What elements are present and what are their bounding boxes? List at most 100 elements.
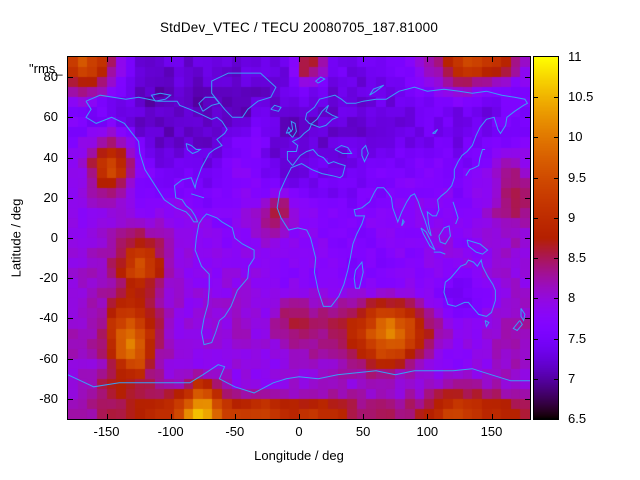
coastlines-svg <box>68 72 530 394</box>
y-tick-mark <box>525 197 530 199</box>
x-tick-mark <box>234 57 236 62</box>
coastline-australia <box>443 258 496 317</box>
coastline-lake-baikal <box>432 129 439 134</box>
colorbar-tick-mark <box>554 378 558 380</box>
plot-area <box>67 56 531 420</box>
colorbar-tick-mark <box>554 298 558 300</box>
x-tick-label: -100 <box>157 424 184 439</box>
y-tick-mark <box>68 197 73 199</box>
colorbar <box>533 56 559 420</box>
chart-title: StdDev_VTEC / TECU 20080705_187.81000 <box>159 20 439 35</box>
x-tick-label: -50 <box>225 424 245 439</box>
coastline-south-america <box>194 213 255 346</box>
colorbar-tick-mark <box>534 338 538 340</box>
y-tick-label: -60 <box>39 350 58 366</box>
colorbar-tick-label: 9.5 <box>568 169 587 185</box>
y-tick-mark <box>525 157 530 159</box>
coastline-japan <box>465 149 486 176</box>
x-tick-mark <box>491 414 493 419</box>
colorbar-tick-label: 8 <box>568 290 576 306</box>
coastline-madagascar <box>353 260 364 289</box>
y-tick-mark <box>525 238 530 239</box>
y-tick-mark <box>525 77 530 79</box>
colorbar-tick-mark <box>554 338 558 340</box>
coastline-eurasia-africa <box>276 86 529 307</box>
y-tick-label: 0 <box>50 230 58 245</box>
x-axis-label: Longitude / deg <box>254 448 344 463</box>
x-tick-mark <box>363 57 365 62</box>
x-tick-mark <box>170 57 172 62</box>
y-tick-label: -40 <box>39 310 58 326</box>
colorbar-tick-mark <box>554 137 558 139</box>
x-tick-label: 0 <box>295 424 303 439</box>
coastline-iceland <box>270 104 282 112</box>
y-tick-mark <box>68 278 73 280</box>
coastline-antarctica <box>68 364 530 394</box>
coastline-north-america <box>85 94 228 223</box>
coastline-baffin-island <box>198 96 221 112</box>
colorbar-tick-label: 9 <box>568 209 576 225</box>
coastline-borneo <box>438 225 451 245</box>
coastline-svalbard <box>314 76 326 84</box>
x-tick-mark <box>170 414 172 419</box>
y-tick-mark <box>68 77 73 79</box>
y-tick-label: 20 <box>43 189 58 205</box>
y-tick-mark <box>68 318 73 320</box>
x-tick-mark <box>427 57 429 62</box>
colorbar-tick-mark <box>534 177 538 179</box>
coastline-new-zealand-north <box>520 308 526 322</box>
coastline-sri-lanka <box>401 218 405 227</box>
colorbar-tick-mark <box>534 97 538 99</box>
coastline-java <box>433 251 446 255</box>
coastline-greenland <box>211 72 277 118</box>
x-tick-label: 100 <box>416 424 439 439</box>
x-tick-label: 150 <box>480 424 503 439</box>
colorbar-gradient-canvas <box>534 57 558 419</box>
y-tick-mark <box>68 358 73 360</box>
colorbar-tick-mark <box>534 258 538 260</box>
coastline-new-zealand-south <box>512 320 523 332</box>
colorbar-tick-mark <box>554 217 558 219</box>
coastline-ireland <box>285 126 293 134</box>
y-tick-mark <box>525 398 530 400</box>
colorbar-tick-label: 7 <box>568 370 576 386</box>
y-tick-label: 80 <box>43 69 58 85</box>
colorbar-tick-label: 7.5 <box>568 330 587 346</box>
x-tick-mark <box>234 414 236 419</box>
y-tick-mark <box>525 358 530 360</box>
coastline-great-lakes <box>185 143 202 155</box>
x-tick-mark <box>106 57 108 62</box>
coastline-great-britain <box>288 120 297 138</box>
y-tick-label: 60 <box>43 109 58 125</box>
colorbar-tick-label: 8.5 <box>568 250 587 266</box>
x-tick-mark <box>106 414 108 419</box>
y-tick-label: -20 <box>39 270 58 286</box>
colorbar-tick-mark <box>554 97 558 99</box>
colorbar-tick-label: 10 <box>568 129 583 145</box>
heatmap-canvas <box>68 57 530 419</box>
coastline-new-guinea <box>466 239 489 255</box>
y-tick-label: 40 <box>43 149 58 165</box>
coastline-arctic-islands <box>150 92 172 102</box>
coastline-novaya-zemlya <box>369 84 385 96</box>
coastline-black-sea <box>334 144 353 154</box>
colorbar-tick-label: 6.5 <box>568 411 587 426</box>
x-tick-mark <box>491 57 493 62</box>
x-tick-mark <box>299 414 300 419</box>
colorbar-tick-mark <box>534 298 538 300</box>
y-tick-mark <box>525 117 530 119</box>
rms-overlay-label: "rms_ <box>29 61 63 76</box>
y-tick-label: -80 <box>39 390 58 406</box>
coastline-sumatra <box>420 227 436 251</box>
y-tick-mark <box>68 398 73 400</box>
coastline-tasmania <box>484 320 490 328</box>
colorbar-tick-mark <box>534 378 538 380</box>
coastline-cuba <box>191 193 205 199</box>
coastline-philippines <box>452 201 459 225</box>
colorbar-tick-label: 11 <box>568 49 582 64</box>
colorbar-tick-mark <box>554 258 558 260</box>
x-tick-mark <box>299 57 300 62</box>
x-tick-mark <box>427 414 429 419</box>
y-tick-mark <box>525 278 530 280</box>
